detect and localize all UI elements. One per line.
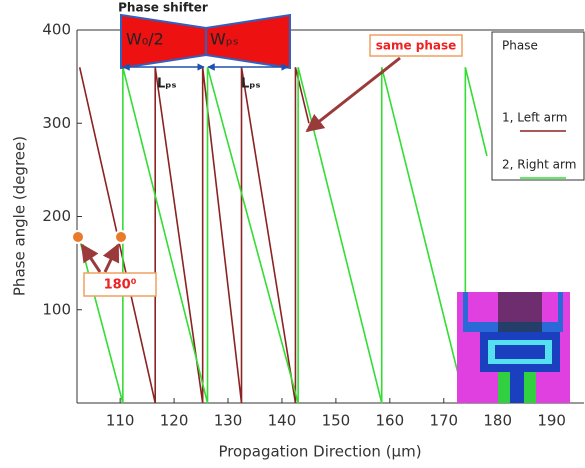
inset-image <box>457 292 570 403</box>
legend: 1, Left arm 2, Right arm <box>502 111 576 179</box>
y-tick-label: 200 <box>42 207 71 225</box>
x-axis-label: Propagation Direction (μm) <box>218 443 421 461</box>
x-tick-label: 160 <box>376 412 405 430</box>
legend-label: 2, Right arm <box>502 158 576 172</box>
marker-dot <box>71 230 85 244</box>
series-line <box>78 67 488 404</box>
x-tick-label: 190 <box>537 412 566 430</box>
x-tick-label: 180 <box>483 412 512 430</box>
y-tick-label: 400 <box>42 21 71 39</box>
x-tick-label: 170 <box>429 412 458 430</box>
w0-label: W₀/2 <box>126 30 164 49</box>
phase-shifter-label: Phase shifter <box>118 1 208 15</box>
x-tick-label: 110 <box>106 412 135 430</box>
wps-label: Wₚₛ <box>210 30 239 49</box>
marker-dot <box>114 230 128 244</box>
degree-label: 180⁰ <box>104 278 137 293</box>
same-phase-label: same phase <box>376 39 457 53</box>
callout-box <box>369 34 463 57</box>
callout-arrow <box>102 243 120 273</box>
x-tick-label: 120 <box>160 412 189 430</box>
callout-arrow <box>305 56 401 133</box>
x-tick-label: 150 <box>322 412 351 430</box>
series-line <box>78 67 310 404</box>
plot-area: 100 200 300 400 110 120 130 140 150 160 170 180 190 <box>42 21 584 430</box>
x-tick-label: 140 <box>268 412 297 430</box>
lps-label: Lₚₛ <box>157 77 177 92</box>
legend-box <box>491 31 585 181</box>
y-tick-label: 100 <box>42 300 71 318</box>
callout-box <box>83 272 157 297</box>
callout-arrow <box>80 243 102 273</box>
y-tick-label: 300 <box>42 114 71 132</box>
x-tick-label: 130 <box>214 412 243 430</box>
y-axis-label: Phase angle (degree) <box>11 136 29 296</box>
legend-label: 1, Left arm <box>502 111 567 125</box>
lps-label: Lₚₛ <box>241 77 261 92</box>
legend-title: Phase <box>502 39 538 53</box>
